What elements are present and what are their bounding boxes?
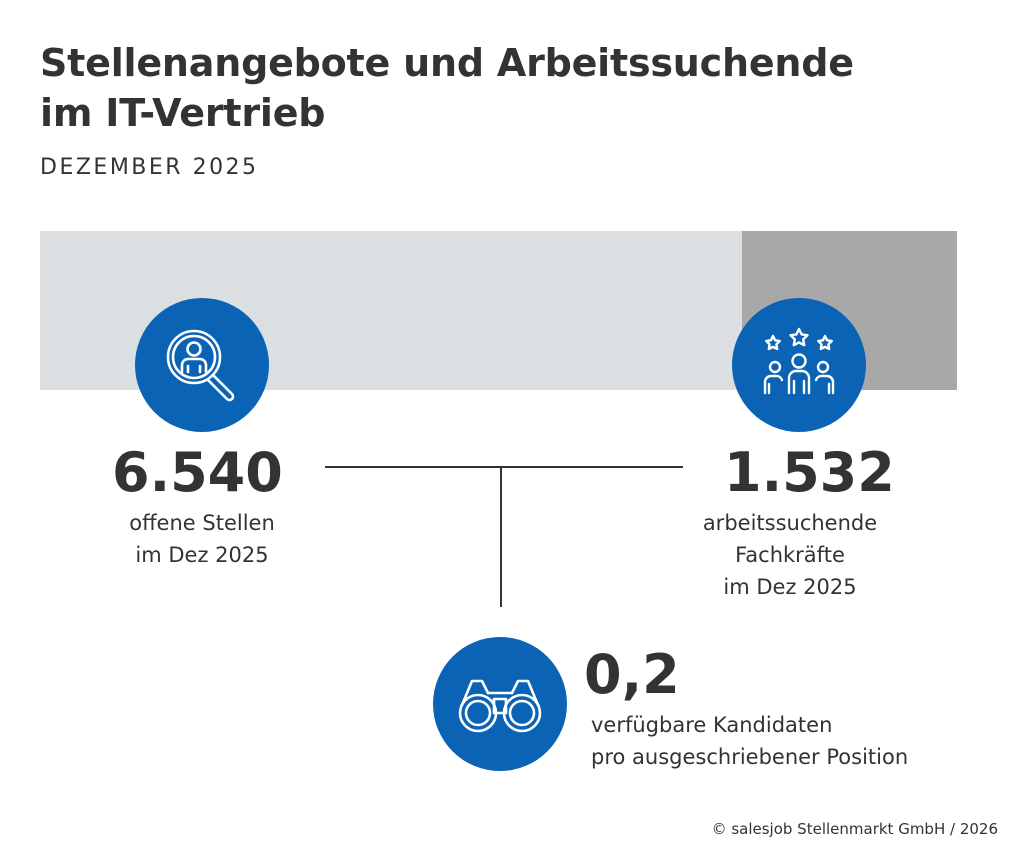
ratio-value: 0,2 bbox=[584, 643, 680, 706]
jobs-label: offene Stellen im Dez 2025 bbox=[92, 507, 312, 571]
title-line-2: im IT-Vertrieb bbox=[40, 91, 326, 135]
connector-horizontal-line bbox=[325, 466, 683, 468]
subtitle: DEZEMBER 2025 bbox=[40, 155, 259, 180]
people-stars-icon bbox=[732, 298, 866, 432]
jobs-label-line: im Dez 2025 bbox=[135, 543, 269, 567]
title-line-1: Stellenangebote und Arbeitssuchende bbox=[40, 41, 854, 85]
seekers-label-line: im Dez 2025 bbox=[723, 575, 857, 599]
ratio-label-line: verfügbare Kandidaten bbox=[591, 713, 833, 737]
copyright-footer: © salesjob Stellenmarkt GmbH / 2026 bbox=[711, 820, 998, 838]
binoculars-icon bbox=[433, 637, 567, 771]
search-person-icon bbox=[135, 298, 269, 432]
seekers-label: arbeitssuchende Fachkräfte im Dez 2025 bbox=[680, 507, 900, 603]
jobs-value: 6.540 bbox=[112, 441, 283, 504]
connector-vertical-line bbox=[500, 466, 502, 607]
seekers-value: 1.532 bbox=[724, 441, 895, 504]
ratio-label-line: pro ausgeschriebener Position bbox=[591, 745, 909, 769]
jobs-label-line: offene Stellen bbox=[129, 511, 275, 535]
seekers-label-line: Fachkräfte bbox=[735, 543, 845, 567]
ratio-label: verfügbare Kandidaten pro ausgeschrieben… bbox=[591, 709, 908, 773]
page-title: Stellenangebote und Arbeitssuchende im I… bbox=[40, 38, 854, 138]
seekers-label-line: arbeitssuchende bbox=[702, 511, 878, 535]
